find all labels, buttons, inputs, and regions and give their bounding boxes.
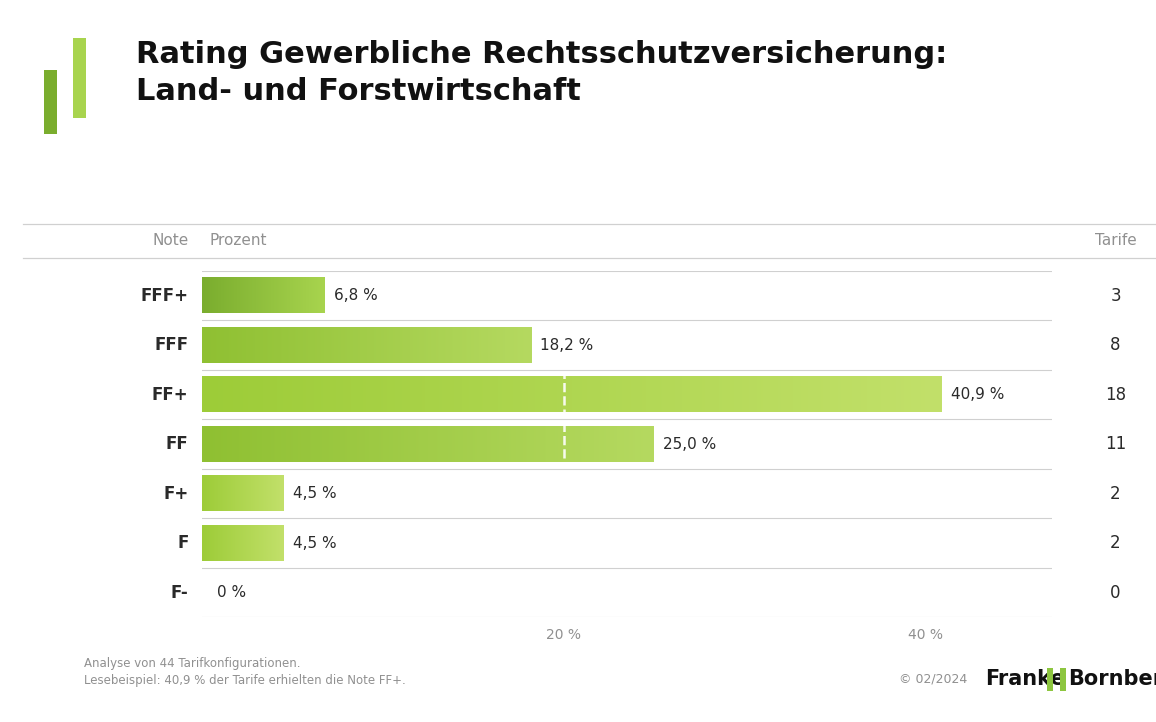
- Text: 2: 2: [1110, 534, 1121, 552]
- Text: F+: F+: [163, 484, 188, 503]
- Text: 8: 8: [1110, 336, 1121, 354]
- Text: 2: 2: [1110, 484, 1121, 503]
- Text: 18: 18: [1105, 386, 1126, 404]
- Text: 6,8 %: 6,8 %: [334, 288, 378, 303]
- Text: 4,5 %: 4,5 %: [292, 536, 336, 551]
- Text: FF+: FF+: [151, 386, 188, 404]
- Text: 18,2 %: 18,2 %: [540, 337, 594, 352]
- Text: 0 %: 0 %: [217, 585, 246, 600]
- Text: © 02/2024: © 02/2024: [899, 672, 968, 685]
- Text: 40,9 %: 40,9 %: [950, 387, 1005, 402]
- Text: FFF+: FFF+: [140, 287, 188, 305]
- Text: 3: 3: [1110, 287, 1121, 305]
- Text: Bornberg: Bornberg: [1068, 669, 1156, 689]
- Text: 4,5 %: 4,5 %: [292, 486, 336, 501]
- Text: F: F: [177, 534, 188, 552]
- Text: 25,0 %: 25,0 %: [664, 437, 717, 451]
- Text: Prozent: Prozent: [209, 233, 267, 248]
- Text: Rating Gewerbliche Rechtsschutzversicherung:
Land- und Forstwirtschaft: Rating Gewerbliche Rechtsschutzversicher…: [136, 40, 948, 105]
- Text: Analyse von 44 Tarifkonfigurationen.: Analyse von 44 Tarifkonfigurationen.: [84, 657, 301, 670]
- Text: 0: 0: [1110, 583, 1121, 601]
- Text: Lesebeispiel: 40,9 % der Tarife erhielten die Note FF+.: Lesebeispiel: 40,9 % der Tarife erhielte…: [84, 674, 406, 687]
- Text: Tarife: Tarife: [1095, 233, 1136, 248]
- Text: Franke: Franke: [985, 669, 1065, 689]
- Text: FF: FF: [165, 435, 188, 453]
- Text: F-: F-: [171, 583, 188, 601]
- Text: FFF: FFF: [154, 336, 188, 354]
- Text: Note: Note: [153, 233, 188, 248]
- Text: 11: 11: [1105, 435, 1126, 453]
